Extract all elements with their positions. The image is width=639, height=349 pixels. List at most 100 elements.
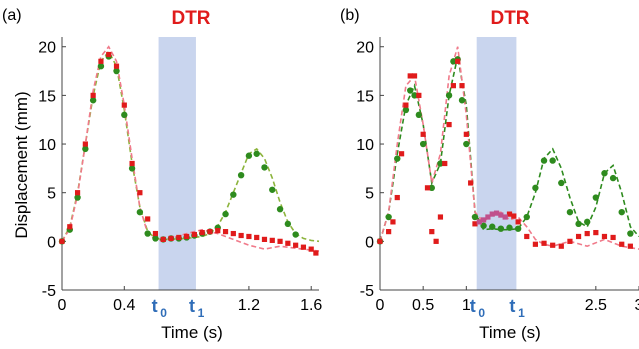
data-point: [136, 208, 144, 216]
x-axis-label: Time (s): [479, 323, 541, 342]
data-point: [463, 140, 470, 148]
data-point: [411, 73, 418, 79]
data-point: [293, 242, 299, 248]
x-tick-label: 0: [58, 297, 67, 314]
data-point: [113, 63, 120, 69]
data-point: [442, 160, 448, 167]
data-point: [89, 97, 97, 104]
data-point: [523, 213, 530, 221]
data-point: [502, 214, 508, 220]
data-point: [540, 157, 548, 164]
y-tick-label: 10: [38, 137, 56, 154]
y-tick-label: -5: [360, 283, 374, 300]
data-point: [584, 230, 590, 237]
data-point: [292, 231, 299, 238]
data-point: [493, 210, 500, 216]
data-point: [82, 145, 89, 153]
data-point: [145, 216, 151, 222]
data-point: [377, 238, 383, 244]
data-point: [222, 229, 229, 235]
y-axis-label: Displacement (mm): [12, 91, 31, 238]
data-point: [437, 160, 444, 167]
data-point: [285, 240, 291, 246]
data-point: [308, 246, 314, 252]
y-tick-label: 20: [356, 40, 374, 57]
data-point: [245, 152, 253, 159]
data-point: [485, 214, 491, 220]
data-point: [90, 92, 96, 98]
data-point: [261, 164, 268, 171]
y-tick-label: 10: [356, 137, 374, 154]
time-marker-subscript: 0: [160, 306, 167, 320]
data-point: [458, 97, 466, 104]
data-point: [446, 121, 452, 128]
data-point: [497, 225, 505, 232]
data-point: [254, 234, 260, 241]
time-marker-subscript: 0: [478, 306, 485, 320]
data-point: [532, 184, 539, 192]
data-point: [424, 185, 431, 191]
data-point: [481, 217, 487, 223]
data-point: [59, 238, 65, 244]
panel-label: (b): [340, 7, 360, 24]
data-point: [67, 224, 73, 230]
y-tick-label: -5: [42, 283, 56, 300]
x-axis-label: Time (s): [161, 323, 223, 342]
y-tick-label: 5: [365, 186, 374, 203]
data-point: [168, 235, 174, 242]
data-point: [420, 131, 426, 137]
data-point: [402, 106, 410, 114]
data-point: [106, 51, 112, 58]
panel-label: (a): [2, 7, 22, 24]
data-point: [82, 141, 88, 147]
data-point: [394, 194, 400, 201]
data-point: [489, 211, 495, 217]
data-point: [459, 83, 465, 89]
data-point: [541, 240, 547, 246]
data-point: [593, 229, 599, 236]
data-point: [176, 234, 182, 241]
time-marker-label: t: [509, 296, 515, 316]
x-tick-label: 3: [635, 297, 639, 314]
data-point: [429, 229, 435, 235]
data-point: [506, 211, 513, 217]
x-tick-label: 0: [376, 297, 385, 314]
data-point: [411, 92, 418, 99]
data-point: [575, 220, 582, 228]
y-tick-label: 20: [38, 40, 56, 57]
x-tick-label: 0.5: [412, 297, 434, 314]
data-point: [238, 232, 244, 239]
data-point: [584, 218, 591, 226]
highlight-band: [476, 37, 517, 290]
data-point: [627, 230, 634, 237]
data-point: [550, 242, 556, 248]
data-point: [567, 238, 573, 244]
data-point: [407, 87, 414, 94]
data-point: [407, 73, 413, 79]
data-point: [199, 229, 205, 236]
data-point: [592, 194, 600, 201]
data-point: [284, 220, 292, 228]
data-point: [137, 190, 143, 196]
data-point: [121, 111, 128, 119]
data-point: [511, 213, 517, 219]
data-point: [230, 230, 236, 237]
data-point: [558, 179, 565, 187]
data-point: [450, 83, 456, 89]
data-point: [506, 224, 513, 231]
data-point: [74, 190, 81, 196]
x-tick-label: 0.4: [113, 297, 135, 314]
data-point: [184, 233, 190, 240]
time-marker-subscript: 1: [518, 306, 525, 320]
data-point: [191, 231, 197, 238]
data-point: [207, 229, 213, 235]
data-point: [129, 160, 135, 167]
data-point: [468, 180, 474, 186]
data-point: [144, 230, 151, 237]
data-point: [403, 102, 409, 108]
data-point: [416, 92, 422, 98]
data-point: [98, 58, 104, 64]
data-point: [390, 219, 396, 225]
